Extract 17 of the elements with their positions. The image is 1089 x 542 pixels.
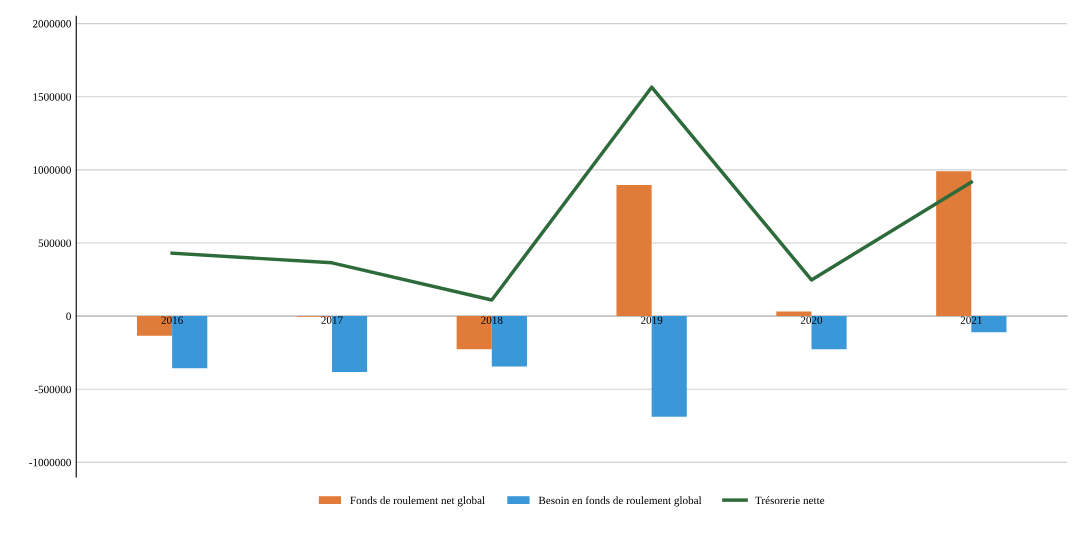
x-tick-label: 2017 — [321, 316, 343, 324]
x-tick-label: 2020 — [800, 316, 823, 324]
y-tick-label: 1500000 — [33, 93, 71, 101]
bar — [616, 185, 652, 317]
y-tick-label: 1000000 — [33, 166, 71, 174]
legend-label: Fonds de roulement net global — [350, 496, 485, 507]
x-tick-label: 2021 — [960, 316, 982, 324]
y-tick-label: -500000 — [34, 385, 71, 394]
line-series — [170, 85, 974, 302]
y-tick-label: 0 — [66, 312, 71, 321]
bar — [776, 311, 812, 317]
legend-label: Trésorerie nette — [755, 496, 825, 505]
legend-label: Besoin en fonds de roulement global — [538, 496, 702, 507]
y-tick-label: -1000000 — [29, 458, 71, 467]
y-tick-label: 2000000 — [32, 20, 71, 28]
y-tick-label: 500000 — [38, 239, 71, 247]
bar — [936, 171, 972, 317]
